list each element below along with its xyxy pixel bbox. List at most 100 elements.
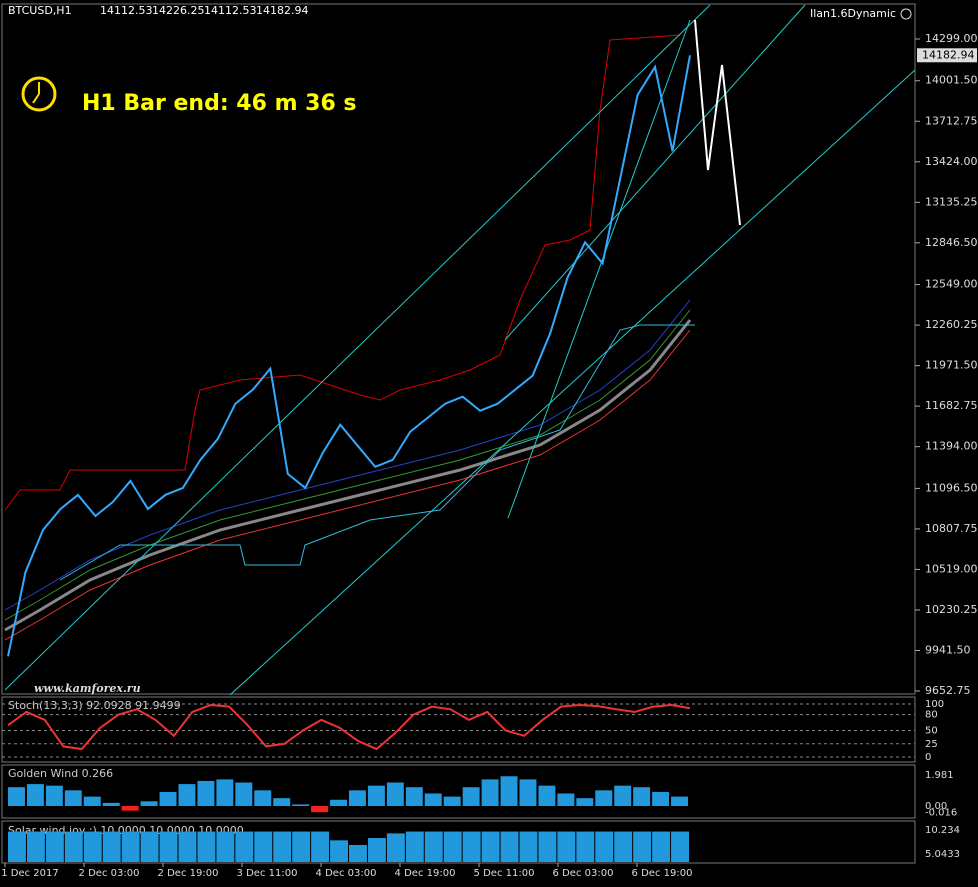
watermark: www.kamforex.ru [34,682,141,695]
golden-bar [481,779,499,806]
price-tick-label: 14001.50 [925,74,978,87]
golden-bar [45,785,63,806]
golden-bar [652,791,670,806]
solar-bar [405,831,424,862]
golden-bar [386,782,404,806]
solar-bar [595,831,614,862]
solar-bar [8,831,26,862]
forecast-zigzag [694,19,741,226]
golden-label: Golden Wind 0.266 [8,767,113,780]
solar-bar [500,831,519,862]
golden-tick-label: -0.016 [925,807,957,818]
golden-panel [1,764,916,819]
expert-icon[interactable] [900,8,912,20]
golden-bar [557,793,575,806]
low: 14112.53 [204,4,257,17]
expert-name: Ilan1.6Dynamic [810,7,896,20]
golden-bar [178,784,196,806]
solar-bar [349,844,367,862]
current-price-box [917,48,977,63]
golden-bar [519,779,537,806]
golden-bar [311,806,329,813]
ma-band [4,319,692,632]
current-price-label: 14182.94 [922,48,975,61]
time-label: 3 Dec 11:00 [237,868,298,879]
stoch-tick-label: 25 [925,739,938,750]
price-tick-label: 11394.00 [925,440,978,453]
golden-bar [443,796,461,806]
golden-bar [197,780,215,806]
stoch-tick-label: 0 [925,752,931,763]
price-tick-label: 11971.50 [925,359,978,372]
solar-bar [216,831,235,862]
golden-bar [64,790,82,806]
solar-bar [424,831,443,862]
solar-bar [254,831,273,862]
price-tick-label: 13712.75 [925,114,978,127]
price-tick-label: 9941.50 [925,643,971,656]
solar-bar [26,831,45,862]
solar-bar [235,831,254,862]
price-tick-label: 12260.25 [925,318,978,331]
golden-bar [424,793,442,806]
golden-bar [367,785,385,806]
time-label: 4 Dec 03:00 [316,868,377,879]
solar-bar [121,831,140,862]
golden-tick-label: 1.981 [925,770,954,781]
stoch-line [7,704,691,751]
time-label: 5 Dec 11:00 [474,868,535,879]
solar-bar [481,831,500,862]
ma-band [4,329,691,641]
time-label: 6 Dec 19:00 [632,868,693,879]
golden-bar [595,790,613,806]
golden-bar [159,791,177,806]
price-tick-label: 9652.75 [925,684,971,697]
solar-bar [140,831,159,862]
golden-bar [576,798,594,806]
stoch-tick-label: 100 [925,699,944,710]
solar-tick-label: 10.234 [925,825,960,836]
time-label: 4 Dec 19:00 [395,868,456,879]
solar-panel [1,820,916,864]
golden-bar [216,779,234,806]
time-label: 2 Dec 03:00 [79,868,140,879]
solar-bar [102,831,121,862]
golden-bar [330,799,347,806]
channel-line [507,19,691,519]
open: 14112.53 [100,4,153,17]
golden-bar [121,806,139,811]
golden-bar [614,785,632,806]
price-tick-label: 12846.50 [925,236,978,249]
price-tick-label: 10519.00 [925,562,978,575]
solar-bar [443,831,462,862]
golden-bar [26,784,44,806]
golden-bar [500,776,518,806]
solar-bar [330,840,348,862]
solar-bar [519,831,538,862]
golden-bar [292,804,310,806]
solar-bar [178,831,197,862]
solar-bar [159,831,178,862]
golden-bar [8,787,25,806]
time-label: 6 Dec 03:00 [553,868,614,879]
solar-bar [557,831,576,862]
solar-bar [64,831,83,862]
solar-bar [462,831,481,862]
price-tick-label: 11682.75 [925,399,978,412]
solar-bar [652,831,671,862]
golden-tick-label: 0.00 [925,801,947,812]
golden-bar [349,790,366,806]
main-panel [1,3,916,695]
price-tick-label: 11096.50 [925,481,978,494]
upper-envelope [4,34,681,511]
time-label: 1 Dec 2017 [1,868,59,879]
solar-bar [614,831,633,862]
solar-bar [45,831,64,862]
ma-band [4,309,691,621]
golden-bar [462,787,480,806]
stoch-panel [1,696,916,763]
golden-bar [633,787,651,806]
